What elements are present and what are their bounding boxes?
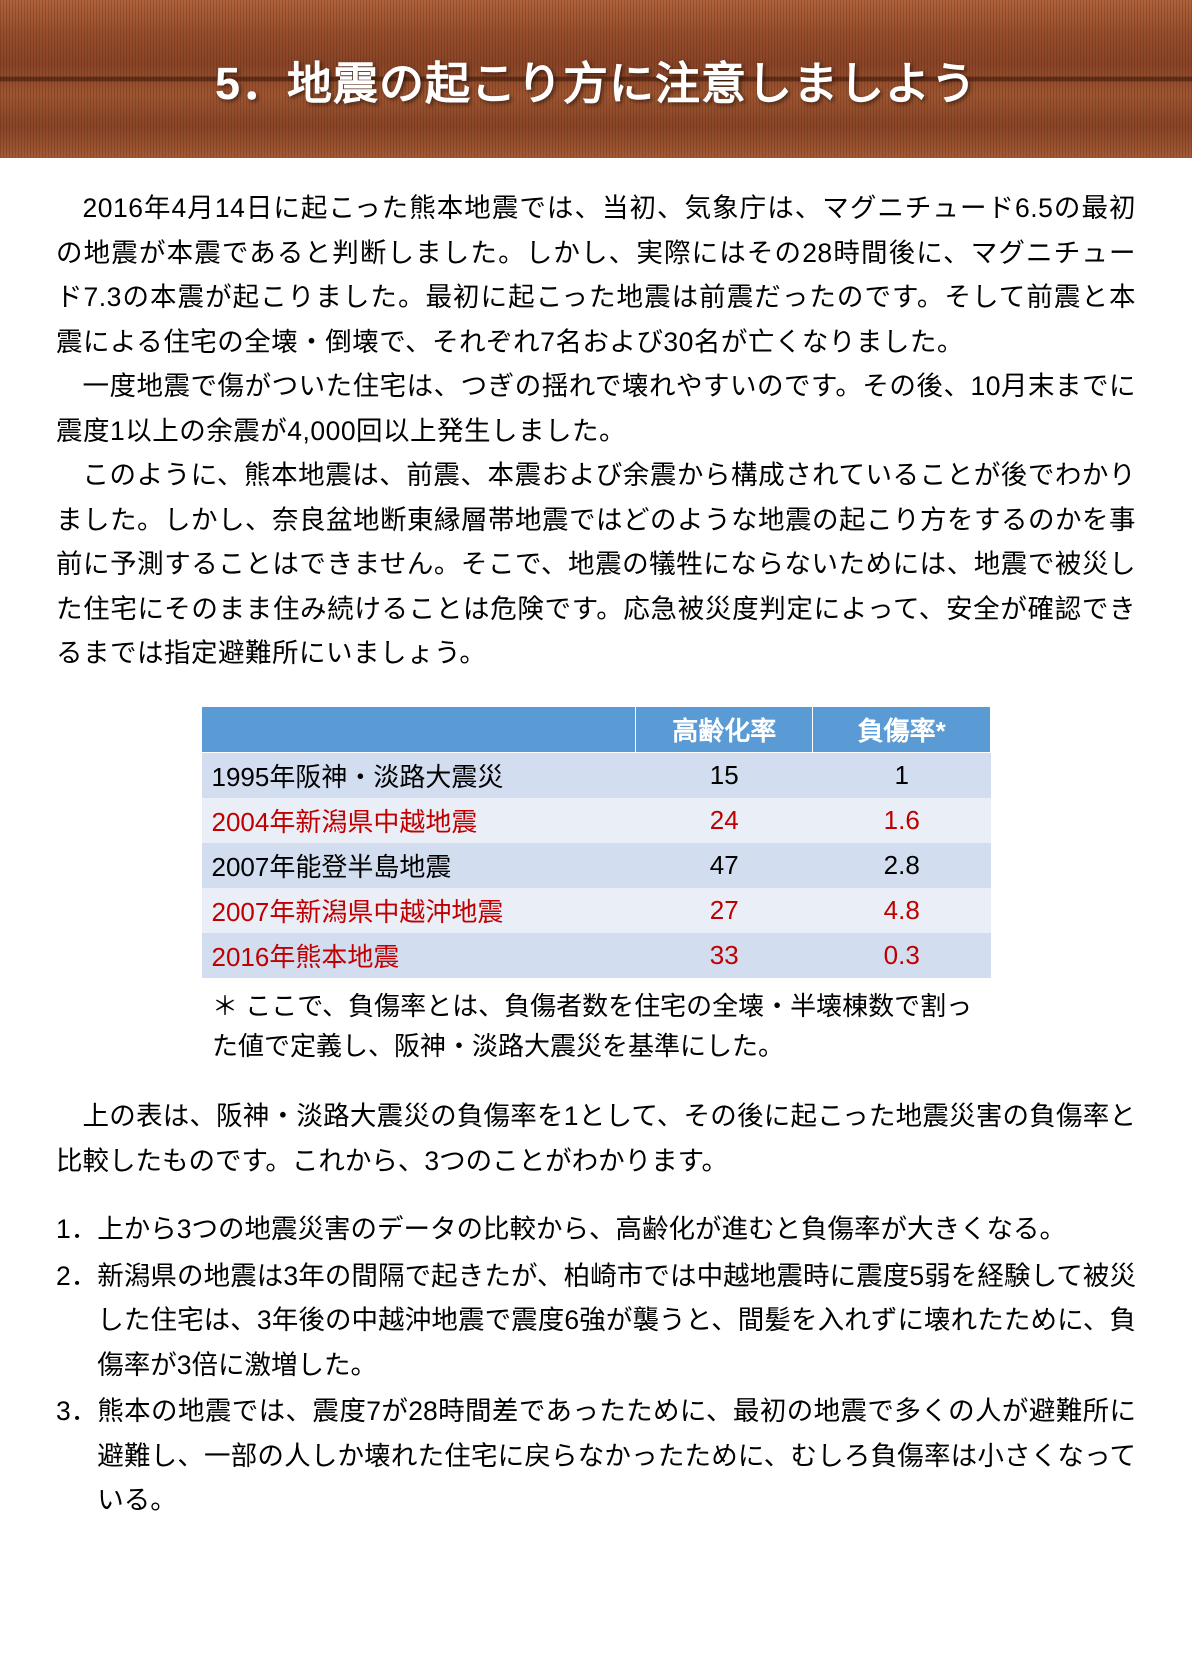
- table-row: 2007年新潟県中越沖地震274.8: [202, 888, 991, 933]
- paragraph-3: このように、熊本地震は、前震、本震および余震から構成されていることが後でわかりま…: [56, 453, 1136, 676]
- content-area: 2016年4月14日に起こった熊本地震では、当初、気象庁は、マグニチュード6.5…: [0, 158, 1192, 1523]
- table-body: 1995年阪神・淡路大震災1512004年新潟県中越地震241.62007年能登…: [202, 752, 991, 978]
- table-cell-name: 2007年新潟県中越沖地震: [202, 888, 636, 933]
- table-header-injury: 負傷率*: [813, 706, 991, 752]
- header-banner: 5．地震の起こり方に注意しましよう: [0, 0, 1192, 158]
- table-cell-name: 1995年阪神・淡路大震災: [202, 752, 636, 798]
- table-row: 2007年能登半島地震472.8: [202, 843, 991, 888]
- page-title: 5．地震の起こり方に注意しましよう: [215, 47, 977, 112]
- list-item-text: 新潟県の地震は3年の間隔で起きたが、柏崎市では中越地震時に震度5弱を経験して被災…: [97, 1254, 1136, 1388]
- table-row: 2016年熊本地震330.3: [202, 933, 991, 978]
- table-cell-aging: 47: [635, 843, 813, 888]
- list-item-text: 熊本の地震では、震度7が28時間差であったために、最初の地震で多くの人が避難所に…: [97, 1389, 1136, 1523]
- list-item-number: 3．: [56, 1389, 97, 1434]
- list-item: 3．熊本の地震では、震度7が28時間差であったために、最初の地震で多くの人が避難…: [56, 1389, 1136, 1523]
- paragraph-2: 一度地震で傷がついた住宅は、つぎの揺れで壊れやすいのです。その後、10月末までに…: [56, 364, 1136, 453]
- list-item: 2．新潟県の地震は3年の間隔で起きたが、柏崎市では中越地震時に震度5弱を経験して…: [56, 1254, 1136, 1388]
- table-header-aging: 高齢化率: [635, 706, 813, 752]
- table-header-row: 高齢化率 負傷率*: [202, 706, 991, 752]
- table-row: 2004年新潟県中越地震241.6: [202, 798, 991, 843]
- earthquake-table: 高齢化率 負傷率* 1995年阪神・淡路大震災1512004年新潟県中越地震24…: [201, 706, 991, 978]
- after-table-text: 上の表は、阪神・淡路大震災の負傷率を1として、その後に起こった地震災害の負傷率と…: [56, 1094, 1136, 1183]
- table-cell-aging: 15: [635, 752, 813, 798]
- list-item-number: 2．: [56, 1254, 97, 1299]
- table-cell-injury: 0.3: [813, 933, 991, 978]
- after-table-paragraph: 上の表は、阪神・淡路大震災の負傷率を1として、その後に起こった地震災害の負傷率と…: [56, 1094, 1136, 1183]
- table-cell-injury: 4.8: [813, 888, 991, 933]
- table-cell-name: 2004年新潟県中越地震: [202, 798, 636, 843]
- table-cell-name: 2016年熊本地震: [202, 933, 636, 978]
- intro-paragraphs: 2016年4月14日に起こった熊本地震では、当初、気象庁は、マグニチュード6.5…: [56, 186, 1136, 676]
- earthquake-table-wrap: 高齢化率 負傷率* 1995年阪神・淡路大震災1512004年新潟県中越地震24…: [201, 706, 991, 978]
- table-header-blank: [202, 706, 636, 752]
- table-cell-injury: 2.8: [813, 843, 991, 888]
- paragraph-1: 2016年4月14日に起こった熊本地震では、当初、気象庁は、マグニチュード6.5…: [56, 186, 1136, 364]
- table-cell-name: 2007年能登半島地震: [202, 843, 636, 888]
- numbered-list: 1．上から3つの地震災害のデータの比較から、高齢化が進むと負傷率が大きくなる。2…: [56, 1207, 1136, 1523]
- list-item-number: 1．: [56, 1207, 97, 1252]
- table-cell-injury: 1.6: [813, 798, 991, 843]
- list-item: 1．上から3つの地震災害のデータの比較から、高齢化が進むと負傷率が大きくなる。: [56, 1207, 1136, 1252]
- table-row: 1995年阪神・淡路大震災151: [202, 752, 991, 798]
- table-cell-injury: 1: [813, 752, 991, 798]
- list-item-text: 上から3つの地震災害のデータの比較から、高齢化が進むと負傷率が大きくなる。: [97, 1207, 1136, 1252]
- table-footnote: ＊ ここで、負傷率とは、負傷者数を住宅の全壊・半壊棟数で割った値で定義し、阪神・…: [206, 986, 986, 1067]
- table-cell-aging: 27: [635, 888, 813, 933]
- table-cell-aging: 24: [635, 798, 813, 843]
- table-cell-aging: 33: [635, 933, 813, 978]
